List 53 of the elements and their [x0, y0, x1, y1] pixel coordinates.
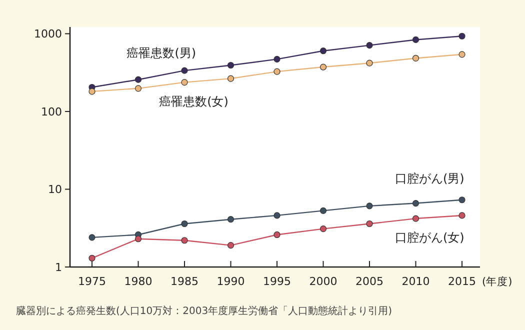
series-label: 口腔がん(男) [394, 171, 464, 186]
point [320, 64, 327, 70]
x-tick-label: 1980 [124, 275, 152, 288]
point [181, 79, 188, 86]
point [366, 42, 373, 49]
point [227, 75, 234, 82]
y-tick-label: 10 [48, 183, 62, 196]
point [458, 32, 466, 40]
x-tick-label: 1995 [263, 275, 291, 288]
y-tick-label: 1000 [34, 28, 62, 41]
point [320, 48, 327, 54]
point [274, 231, 280, 238]
point [88, 234, 96, 241]
point [134, 76, 142, 83]
point [412, 215, 420, 222]
point [274, 212, 280, 219]
x-tick-label: 2010 [402, 275, 430, 288]
series-label: 癌罹患数(女) [159, 94, 228, 109]
point [88, 254, 96, 262]
point [134, 85, 142, 92]
point [320, 225, 327, 232]
point [227, 62, 234, 69]
point [366, 202, 373, 210]
point [366, 60, 373, 66]
point [227, 216, 234, 223]
x-tick-label: 1975 [78, 275, 106, 288]
series-label: 癌罹患数(男) [126, 46, 196, 60]
point [412, 36, 420, 44]
point [412, 54, 420, 62]
point [458, 51, 466, 58]
point [366, 220, 373, 228]
point [181, 67, 188, 74]
point [88, 88, 96, 95]
x-tick-label: 1985 [170, 275, 198, 288]
y-tick-label: 1 [55, 261, 62, 274]
x-axis-title: (年度) [482, 275, 512, 288]
x-tick-label: 2015 [448, 275, 476, 288]
point [458, 196, 466, 204]
x-tick-label: 1990 [216, 275, 245, 288]
point [412, 200, 420, 207]
x-tick-label: 2005 [356, 275, 384, 288]
y-tick-label: 100 [41, 105, 62, 118]
x-tick-label: 2000 [309, 275, 338, 288]
point [134, 236, 142, 242]
point [458, 212, 466, 219]
point [181, 237, 188, 244]
point [274, 68, 280, 75]
point [274, 56, 280, 63]
text: 臓器別による癌発生数(人口10万対：2003年度厚生労働省「人口動態統計より引用) [16, 305, 392, 317]
point [320, 207, 327, 214]
point [181, 220, 188, 228]
series-label: 口腔がん(女) [394, 230, 464, 245]
point [227, 242, 234, 249]
